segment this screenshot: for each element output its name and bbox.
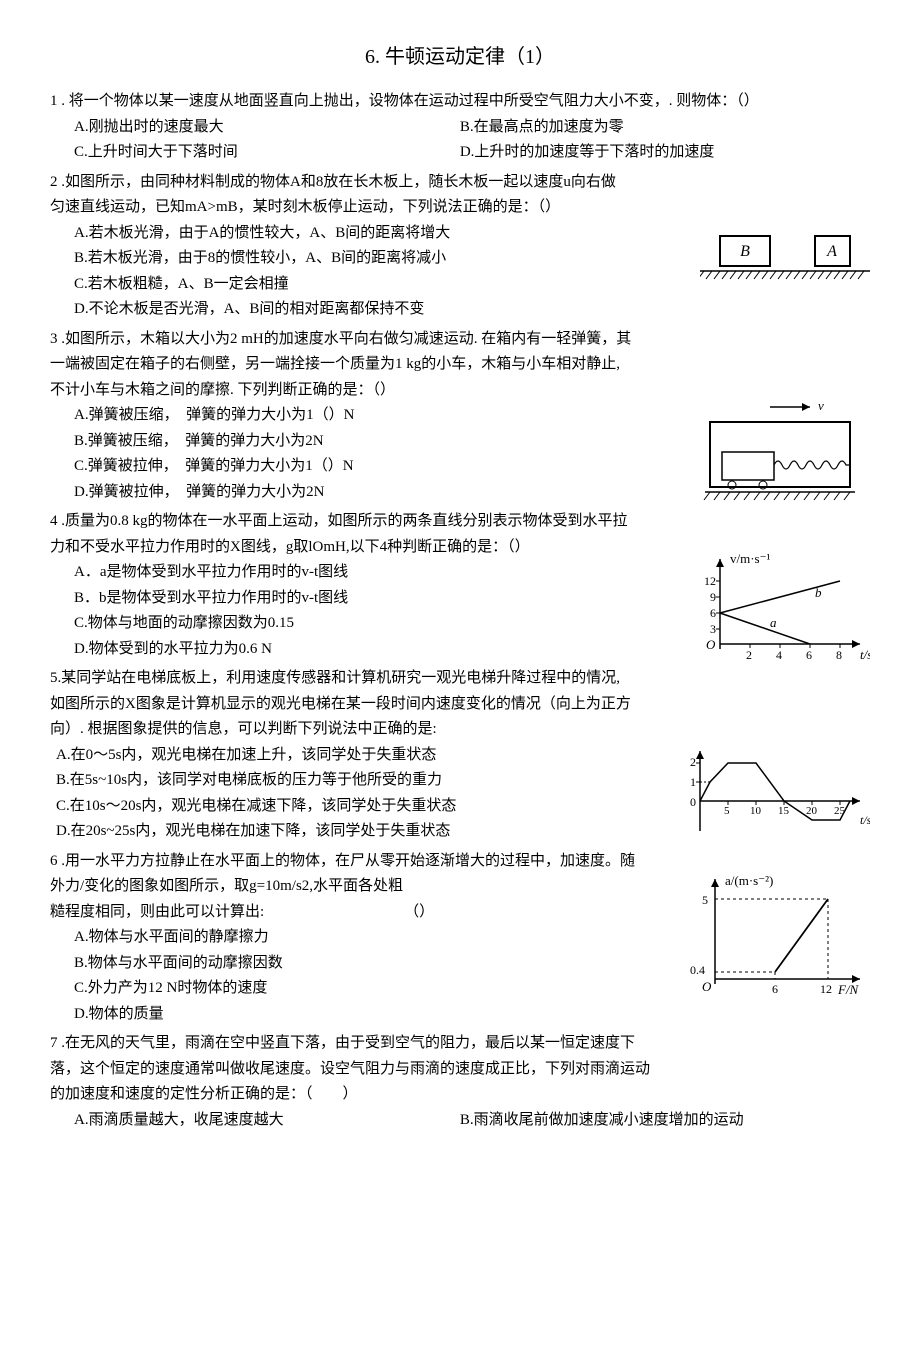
page-title: 6. 牛顿运动定律（1） (50, 40, 870, 74)
q5-x25: 25 (834, 805, 846, 817)
q6-stem3: 糙程度相同，则由此可以计算出: (50, 904, 264, 920)
q6-opt-c: C.外力产为12 N时物体的速度 (74, 976, 267, 1002)
q5-xlabel: t/s (860, 813, 870, 827)
q6-y04: 0.4 (690, 963, 705, 977)
q6-figure: a/(m·s⁻²) F/N O 5 0.4 6 12 (680, 869, 870, 999)
q4-line-b: b (815, 585, 822, 600)
q2-stem2: 匀速直线运动，已知mA>mB，某时刻木板停止运动，下列说法正确的是：（） (50, 195, 870, 221)
q7-opt-a: A.雨滴质量越大，收尾速度越大 (74, 1108, 456, 1134)
q2-figure: B A (700, 226, 870, 282)
q4-opt-d: D.物体受到的水平拉力为0.6 N (74, 637, 272, 663)
q2-label-b: B (740, 243, 750, 260)
q5-y0: 0 (690, 795, 696, 809)
q7-stem1: 7 .在无风的天气里，雨滴在空中竖直下落，由于受到空气的阻力，最后以某一恒定速度… (50, 1031, 870, 1057)
q6-opt-a: A.物体与水平面间的静摩擦力 (74, 925, 269, 951)
q4-origin: O (706, 637, 716, 652)
q4-figure: v/m·s⁻¹ t/s O 3 6 9 12 2 4 6 8 a b (690, 549, 870, 664)
q1-opt-a: A.刚抛出时的速度最大 (74, 115, 456, 141)
q3-stem1: 3 .如图所示，木箱以大小为2 mH的加速度水平向右做匀减速运动. 在箱内有一轻… (50, 327, 870, 353)
q6-xlabel: F/N (837, 982, 860, 997)
q7-stem3: 的加速度和速度的定性分析正确的是：（ ） (50, 1082, 870, 1108)
q1-opt-c: C.上升时间大于下落时间 (74, 140, 456, 166)
q1-stem: 1 . 将一个物体以某一速度从地面竖直向上抛出，设物体在运动过程中所受空气阻力大… (50, 89, 870, 115)
q4-y6: 6 (710, 606, 716, 620)
question-5: 5.某同学站在电梯底板上，利用速度传感器和计算机研究一观光电梯升降过程中的情况,… (50, 666, 870, 845)
q2-label-a: A (826, 243, 837, 260)
q6-ylabel: a/(m·s⁻²) (725, 873, 773, 888)
q5-y1: 1 (690, 775, 696, 789)
q5-x20: 20 (806, 805, 818, 817)
q3-opt-b: B.弹簧被压缩， 弹簧的弹力大小为2N (74, 429, 324, 455)
q5-y2: 2 (690, 755, 696, 769)
q1-opt-d: D.上升时的加速度等于下落时的加速度 (460, 140, 842, 166)
q4-x8: 8 (836, 648, 842, 662)
question-7: 7 .在无风的天气里，雨滴在空中竖直下落，由于受到空气的阻力，最后以某一恒定速度… (50, 1031, 870, 1133)
q3-opt-c: C.弹簧被拉伸， 弹簧的弹力大小为1（）N (74, 454, 354, 480)
q4-line-a: a (770, 615, 777, 630)
q2-opt-a: A.若木板光滑，由于A的惯性较大，A、B间的距离将增大 (74, 221, 450, 247)
q3-opt-a: A.弹簧被压缩， 弹簧的弹力大小为1（）N (74, 403, 354, 429)
q7-stem2: 落，这个恒定的速度通常叫做收尾速度。设空气阻力与雨滴的速度成正比，下列对雨滴运动 (50, 1057, 870, 1083)
q5-stem2: 如图所示的X图象是计算机显示的观光电梯在某一段时间内速度变化的情况（向上为正方 (50, 692, 870, 718)
q7-opt-b: B.雨滴收尾前做加速度减小速度增加的运动 (460, 1108, 842, 1134)
q4-chart: v/m·s⁻¹ t/s O 3 6 9 12 2 4 6 8 a b (690, 549, 870, 664)
q3-vlabel: v (818, 398, 824, 413)
q4-xlabel: t/s (860, 647, 870, 662)
question-3: 3 .如图所示，木箱以大小为2 mH的加速度水平向右做匀减速运动. 在箱内有一轻… (50, 327, 870, 506)
q3-stem2: 一端被固定在箱子的右侧壁，另一端拴接一个质量为1 kg的小车，木箱与小车相对静止… (50, 352, 870, 378)
q4-y12: 12 (704, 574, 716, 588)
q2-diagram: B A (700, 226, 870, 282)
q4-y9: 9 (710, 590, 716, 604)
q5-figure: 2 1 0 5 10 15 20 25 t/s (680, 746, 870, 836)
q6-origin: O (702, 979, 712, 994)
q3-opt-d: D.弹簧被拉伸， 弹簧的弹力大小为2N (74, 480, 324, 506)
q5-chart: 2 1 0 5 10 15 20 25 t/s (680, 746, 870, 836)
q5-x10: 10 (750, 805, 762, 817)
q2-stem1: 2 .如图所示，由同种材料制成的物体A和8放在长木板上，随长木板一起以速度u向右… (50, 170, 870, 196)
question-2: 2 .如图所示，由同种材料制成的物体A和8放在长木板上，随长木板一起以速度u向右… (50, 170, 870, 323)
q6-x6: 6 (772, 982, 778, 996)
q6-x12: 12 (820, 982, 832, 996)
q4-ylabel: v/m·s⁻¹ (730, 551, 770, 566)
q5-x5: 5 (724, 805, 730, 817)
q6-chart: a/(m·s⁻²) F/N O 5 0.4 6 12 (680, 869, 870, 999)
q2-opt-c: C.若木板粗糙，A、B一定会相撞 (74, 272, 289, 298)
q2-opt-b: B.若木板光滑，由于8的惯性较小，A、B间的距离将减小 (74, 246, 446, 272)
q6-opt-d: D.物体的质量 (74, 1002, 164, 1028)
q4-stem1: 4 .质量为0.8 kg的物体在一水平面上运动，如图所示的两条直线分别表示物体受… (50, 509, 870, 535)
q4-opt-c: C.物体与地面的动摩擦因数为0.15 (74, 611, 294, 637)
q4-opt-b: B．b是物体受到水平拉力作用时的v-t图线 (74, 586, 348, 612)
question-6: 6 .用一水平力方拉静止在水平面上的物体，在尸从零开始逐渐增大的过程中，加速度。… (50, 849, 870, 1028)
q6-y5: 5 (702, 893, 708, 907)
q6-opt-b: B.物体与水平面间的动摩擦因数 (74, 951, 283, 977)
q4-x4: 4 (776, 648, 782, 662)
q4-x2: 2 (746, 648, 752, 662)
q4-x6: 6 (806, 648, 812, 662)
q4-opt-a: A．a是物体受到水平拉力作用时的v-t图线 (74, 560, 348, 586)
q6-stem3b: （） (404, 904, 434, 920)
q4-y3: 3 (710, 622, 716, 636)
q5-x15: 15 (778, 805, 790, 817)
question-1: 1 . 将一个物体以某一速度从地面竖直向上抛出，设物体在运动过程中所受空气阻力大… (50, 89, 870, 166)
q3-diagram: v (700, 397, 860, 507)
q3-figure: v (700, 397, 860, 507)
q5-stem1: 5.某同学站在电梯底板上，利用速度传感器和计算机研究一观光电梯升降过程中的情况, (50, 666, 870, 692)
q5-stem3: 向）. 根据图象提供的信息，可以判断下列说法中正确的是: (50, 717, 870, 743)
question-4: 4 .质量为0.8 kg的物体在一水平面上运动，如图所示的两条直线分别表示物体受… (50, 509, 870, 662)
q2-opt-d: D.不论木板是否光滑，A、B间的相对距离都保持不变 (74, 297, 424, 323)
q1-opt-b: B.在最高点的加速度为零 (460, 115, 842, 141)
